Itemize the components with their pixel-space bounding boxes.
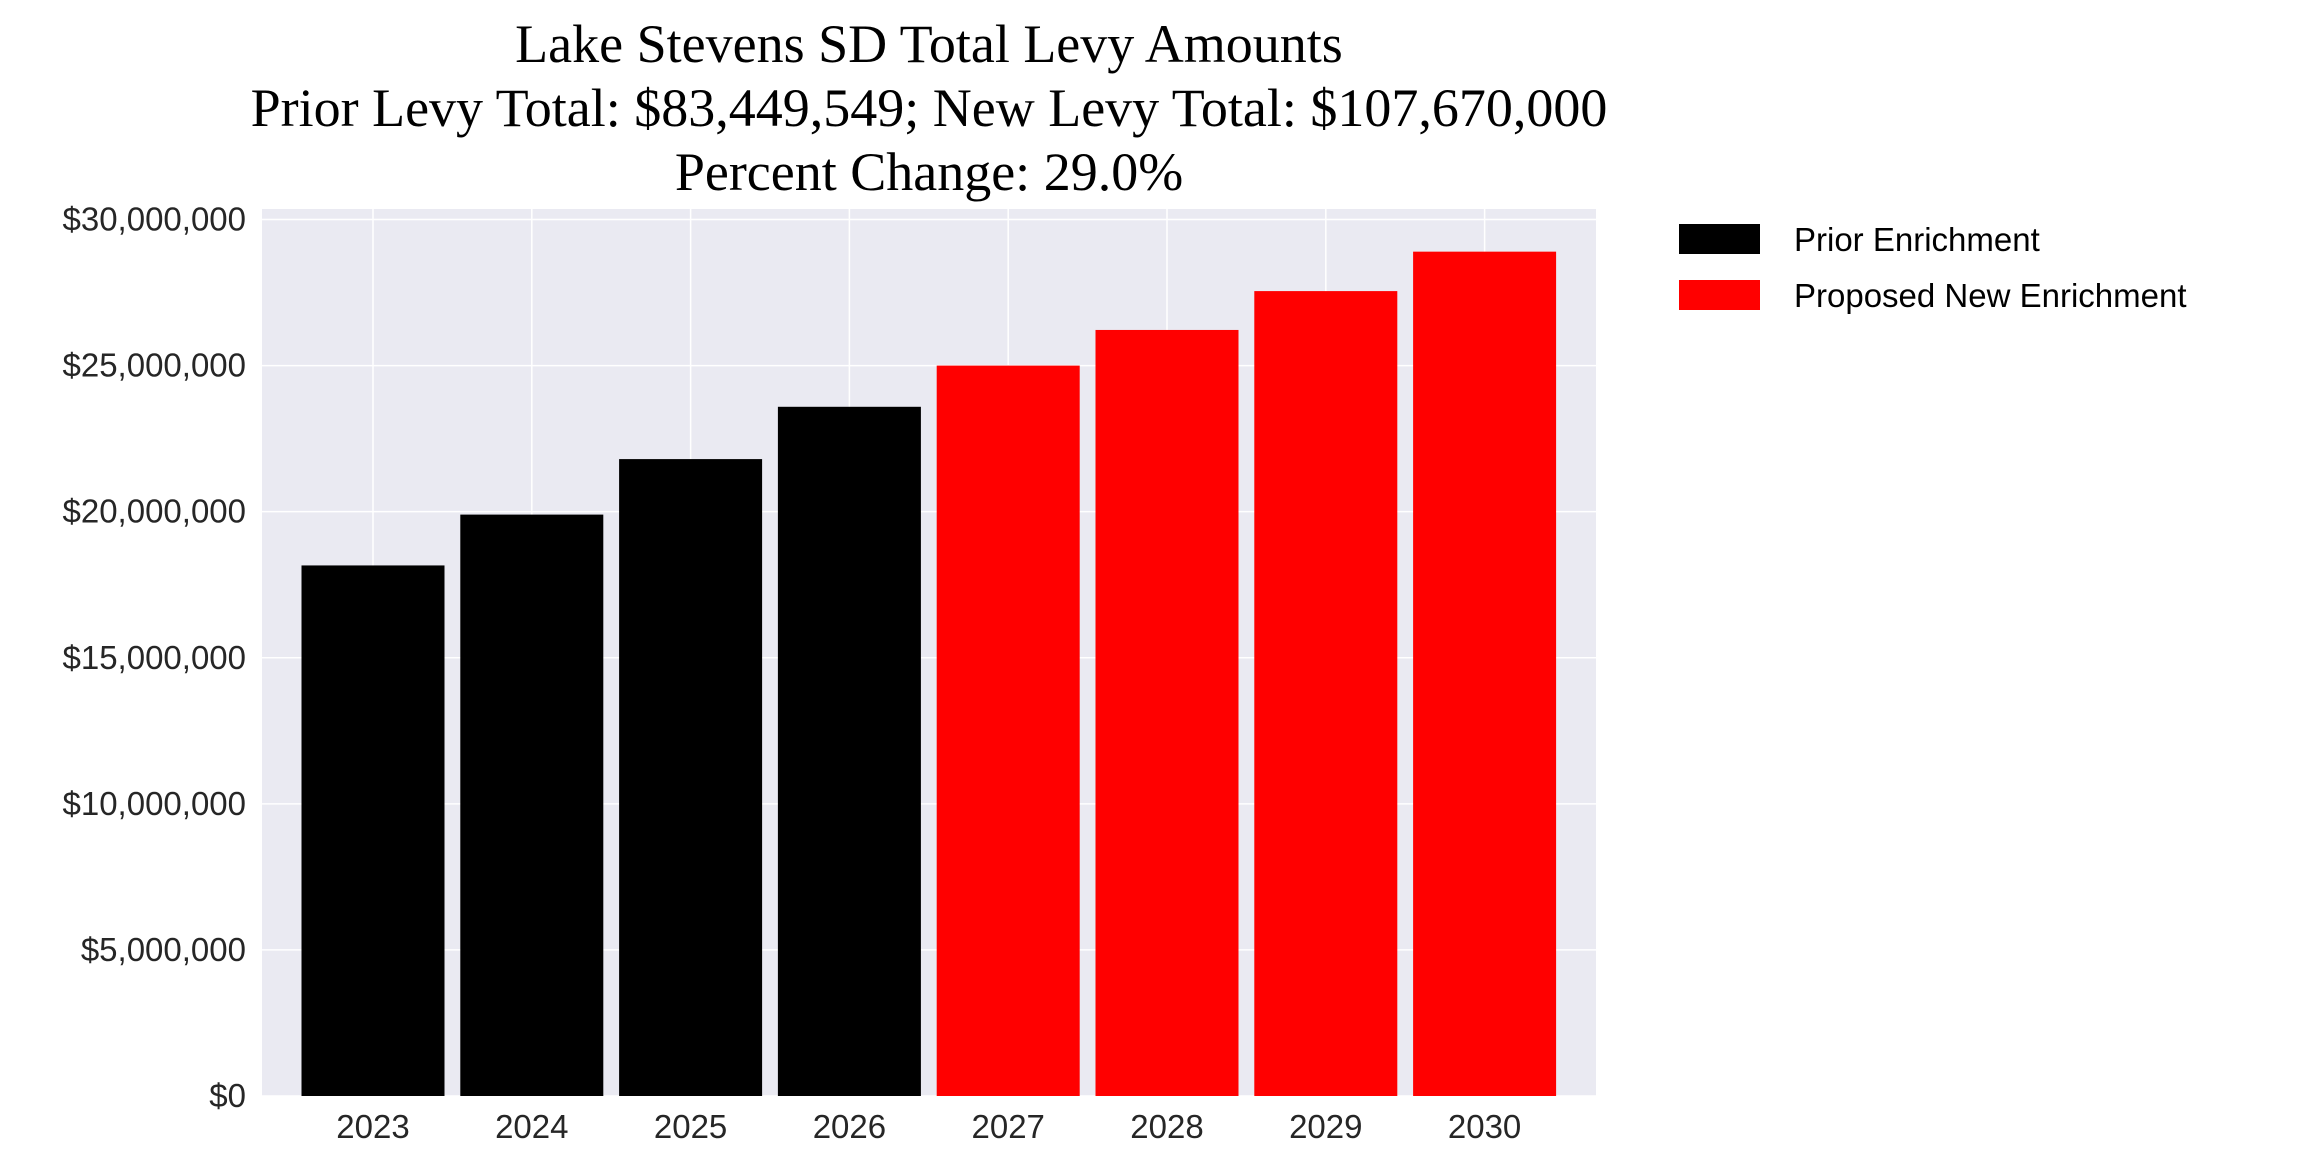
x-tick-label: 2028 <box>1130 1108 1203 1145</box>
bar-2027 <box>936 365 1080 1096</box>
x-tick-label: 2027 <box>971 1108 1044 1145</box>
y-tick-label: $30,000,000 <box>62 201 246 238</box>
y-tick-label: $10,000,000 <box>62 785 246 822</box>
y-axis-ticks: $0 $5,000,000 $10,000,000 $15,000,000 $20,00… <box>62 201 246 1114</box>
y-tick-label: $25,000,000 <box>62 347 246 384</box>
bar-2030 <box>1413 251 1557 1097</box>
y-tick-label: $0 <box>209 1077 246 1114</box>
bar-2023 <box>301 565 445 1096</box>
chart-title-line-1: Lake Stevens SD Total Levy Amounts <box>515 14 1343 74</box>
bar-2028 <box>1095 329 1239 1096</box>
x-tick-label: 2025 <box>654 1108 727 1145</box>
y-tick-label: $15,000,000 <box>62 639 246 676</box>
x-tick-label: 2026 <box>813 1108 886 1145</box>
bar-2025 <box>619 459 763 1096</box>
x-tick-label: 2029 <box>1289 1108 1362 1145</box>
bars <box>301 251 1557 1097</box>
x-axis-ticks: 2023 2024 2025 2026 2027 2028 2029 2030 <box>336 1108 1521 1145</box>
y-tick-label: $20,000,000 <box>62 493 246 530</box>
bar-2024 <box>460 514 604 1096</box>
bar-2029 <box>1254 291 1398 1096</box>
legend-label-prior: Prior Enrichment <box>1794 221 2040 258</box>
chart-title-line-3: Percent Change: 29.0% <box>675 142 1183 202</box>
x-tick-label: 2023 <box>336 1108 409 1145</box>
x-tick-label: 2024 <box>495 1108 568 1145</box>
legend-swatch-prior <box>1679 224 1760 254</box>
legend-label-proposed: Proposed New Enrichment <box>1794 277 2187 314</box>
chart-title-line-2: Prior Levy Total: $83,449,549; New Levy … <box>251 78 1608 138</box>
bar-2026 <box>777 406 921 1096</box>
legend: Prior Enrichment Proposed New Enrichment <box>1679 221 2187 314</box>
y-tick-label: $5,000,000 <box>81 931 246 968</box>
legend-swatch-proposed <box>1679 280 1760 310</box>
x-tick-label: 2030 <box>1448 1108 1521 1145</box>
